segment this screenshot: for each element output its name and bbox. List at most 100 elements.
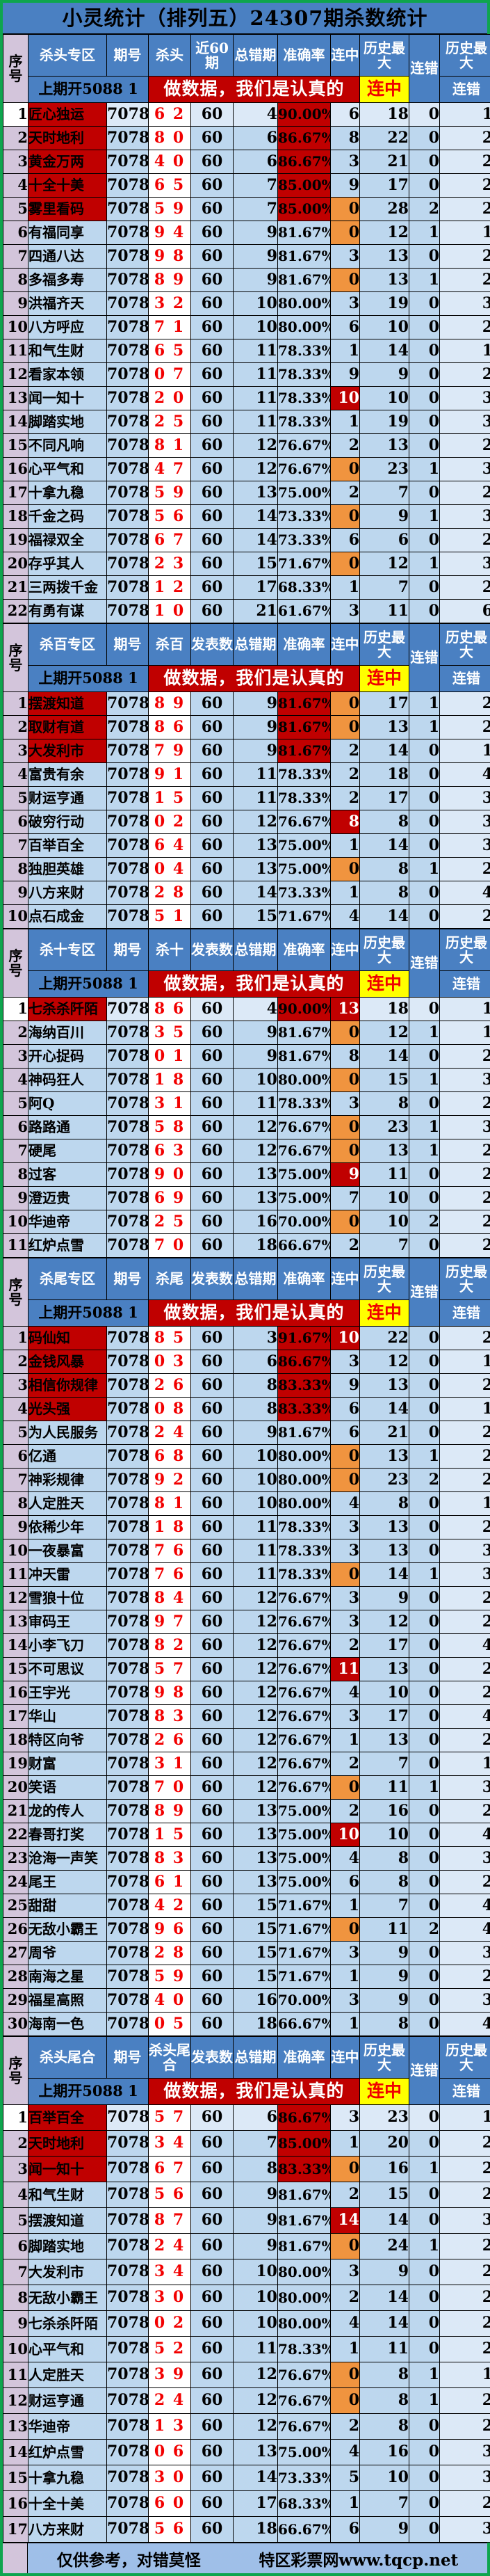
- cell-expert-name: 海纳百川: [28, 1021, 107, 1045]
- cell-history-max-streak: 13: [360, 1539, 409, 1563]
- cell-published: 60: [191, 2105, 234, 2131]
- cell-seq: 10: [3, 316, 28, 339]
- cell-kill-numbers: 4 0: [149, 1989, 191, 2013]
- col-header-miss: 连错: [409, 624, 440, 692]
- cell-seq: 1: [3, 1327, 28, 1350]
- cell-miss: 0: [409, 1634, 440, 1658]
- cell-published: 60: [191, 221, 234, 245]
- cell-accuracy: 80.00%: [278, 1445, 331, 1469]
- cell-expert-name: 四通八达: [28, 245, 107, 269]
- cell-history-max-miss: 2: [440, 2131, 490, 2157]
- cell-history-max-streak: 11: [360, 1918, 409, 1942]
- cell-history-max-miss: 3: [440, 787, 490, 810]
- cell-kill-numbers: 5 6: [149, 2182, 191, 2208]
- cell-history-max-streak: 17: [360, 174, 409, 198]
- cell-miss: 0: [409, 1421, 440, 1445]
- cell-expert-name: 笑语: [28, 1776, 107, 1800]
- cell-kill-numbers: 5 7: [149, 1658, 191, 1681]
- cell-accuracy: 76.67%: [278, 1776, 331, 1800]
- cell-accuracy: 66.67%: [278, 1234, 331, 1258]
- cell-accuracy: 80.00%: [278, 292, 331, 316]
- cell-accuracy: 90.00%: [278, 998, 331, 1021]
- cell-kill-numbers: 7 0: [149, 1234, 191, 1258]
- cell-history-max-miss: 2: [440, 363, 490, 387]
- cell-total-errors: 6: [234, 150, 278, 174]
- cell-seq: 10: [3, 2337, 28, 2362]
- cell-seq: 5: [3, 1092, 28, 1116]
- cell-kill-numbers: 1 8: [149, 1516, 191, 1539]
- col-header-zone: 杀尾专区: [28, 1258, 107, 1300]
- cell-published: 60: [191, 1421, 234, 1445]
- cell-accuracy: 81.67%: [278, 245, 331, 269]
- cell-seq: 11: [3, 2362, 28, 2388]
- cell-kill-numbers: 4 7: [149, 458, 191, 481]
- cell-published: 60: [191, 481, 234, 505]
- cell-kill-numbers: 8 6: [149, 716, 191, 739]
- cell-kill-numbers: 9 6: [149, 1918, 191, 1942]
- cell-total-errors: 8: [234, 1374, 278, 1398]
- cell-published: 60: [191, 1139, 234, 1163]
- cell-issue: 7078: [107, 1847, 149, 1871]
- cell-kill-numbers: 0 7: [149, 363, 191, 387]
- cell-history-max-miss: 2: [440, 269, 490, 292]
- cell-total-errors: 14: [234, 529, 278, 552]
- cell-issue: 7078: [107, 174, 149, 198]
- cell-accuracy: 86.67%: [278, 127, 331, 150]
- cell-seq: 6: [3, 1445, 28, 1469]
- col-header-seq: 序号: [3, 2037, 28, 2105]
- cell-miss: 0: [409, 2440, 440, 2465]
- cell-issue: 7078: [107, 1894, 149, 1918]
- cell-issue: 7078: [107, 1069, 149, 1092]
- col-header-issue: 期号: [107, 35, 149, 77]
- cell-total-errors: 15: [234, 1942, 278, 1965]
- cell-issue: 7078: [107, 245, 149, 269]
- cell-total-errors: 11: [234, 763, 278, 787]
- cell-issue: 7078: [107, 552, 149, 576]
- footer-site-link[interactable]: 特区彩票网www.tqcp.net: [259, 2547, 458, 2570]
- cell-history-max-streak: 16: [360, 1800, 409, 1823]
- cell-accuracy: 83.33%: [278, 1398, 331, 1421]
- streak-highlight-label: 连中: [360, 1300, 409, 1327]
- cell-miss: 0: [409, 2491, 440, 2517]
- cell-expert-name: 百举百全: [28, 2105, 107, 2131]
- cell-issue: 7078: [107, 1327, 149, 1350]
- cell-kill-numbers: 0 2: [149, 2311, 191, 2337]
- cell-published: 60: [191, 1823, 234, 1847]
- col-header-miss: 连错: [409, 35, 440, 103]
- cell-kill-numbers: 3 1: [149, 1092, 191, 1116]
- cell-streak: 0: [331, 2157, 360, 2182]
- cell-miss: 0: [409, 292, 440, 316]
- cell-total-errors: 7: [234, 198, 278, 221]
- cell-miss: 0: [409, 1681, 440, 1705]
- cell-history-max-streak: 10: [360, 1823, 409, 1847]
- cell-kill-numbers: 8 3: [149, 1705, 191, 1729]
- cell-streak: 1: [331, 881, 360, 905]
- cell-streak: 0: [331, 1210, 360, 1234]
- cell-miss: 0: [409, 1587, 440, 1610]
- cell-issue: 7078: [107, 2440, 149, 2465]
- cell-seq: 9: [3, 1187, 28, 1210]
- cell-kill-numbers: 1 2: [149, 576, 191, 600]
- cell-kill-numbers: 2 6: [149, 1374, 191, 1398]
- cell-miss: 0: [409, 881, 440, 905]
- cell-history-max-miss: 2: [440, 1469, 490, 1492]
- cell-miss: 0: [409, 2285, 440, 2311]
- cell-streak: 0: [331, 1918, 360, 1942]
- cell-expert-name: 八方来财: [28, 2517, 107, 2543]
- cell-issue: 7078: [107, 1045, 149, 1069]
- cell-streak: 6: [331, 1398, 360, 1421]
- cell-history-max-streak: 8: [360, 2362, 409, 2388]
- cell-issue: 7078: [107, 2234, 149, 2259]
- cell-total-errors: 6: [234, 2105, 278, 2131]
- cell-history-max-streak: 7: [360, 1234, 409, 1258]
- cell-history-max-miss: 1: [440, 998, 490, 1021]
- cell-history-max-streak: 13: [360, 1658, 409, 1681]
- cell-published: 60: [191, 2337, 234, 2362]
- cell-kill-numbers: 0 6: [149, 2440, 191, 2465]
